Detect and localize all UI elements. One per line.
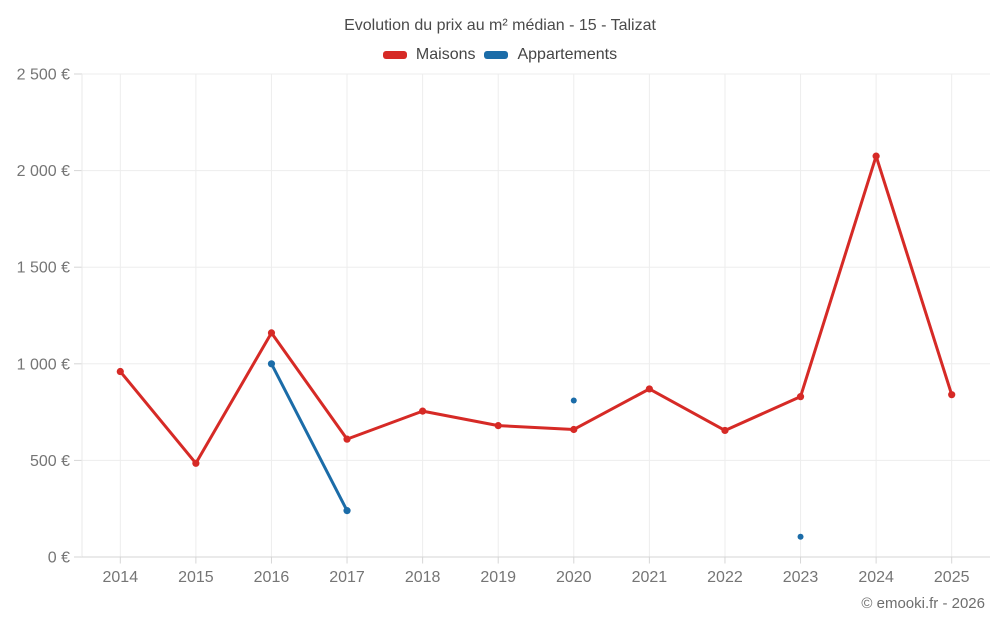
chart-title: Evolution du prix au m² médian - 15 - Ta…: [344, 17, 656, 34]
y-axis-label-2000: 2 000 €: [17, 163, 70, 180]
x-axis-label-2023: 2023: [783, 569, 819, 586]
x-axis-label-2015: 2015: [178, 569, 214, 586]
data-point-maisons-2024[interactable]: [872, 152, 880, 160]
data-point-maisons-2021[interactable]: [645, 385, 653, 393]
line-segment-maisons-2023: [799, 154, 878, 399]
y-axis-label-500: 500 €: [30, 453, 70, 470]
data-point-maisons-2022[interactable]: [721, 426, 729, 435]
legend-item-appartements[interactable]: Appartements: [484, 46, 617, 64]
line-segment-maisons-2021: [647, 387, 727, 432]
y-axis-label-1500: 1 500 €: [17, 260, 70, 277]
legend-label-maisons: Maisons: [415, 46, 476, 63]
line-segment-maisons-2016: [269, 331, 349, 441]
data-point-appartements-2023[interactable]: [797, 533, 804, 540]
x-axis-label-2014: 2014: [103, 569, 139, 586]
legend-item-maisons[interactable]: Maisons: [382, 46, 476, 64]
data-point-maisons-2018[interactable]: [419, 407, 427, 415]
x-axis-label-2017: 2017: [329, 569, 365, 586]
y-axis-label-0: 0 €: [48, 550, 70, 567]
x-axis-label-2018: 2018: [405, 569, 441, 586]
data-point-appartements-2017[interactable]: [343, 507, 351, 515]
x-axis-label-2016: 2016: [254, 569, 290, 586]
line-segment-appartements-2016: [269, 362, 349, 513]
line-segment-maisons-2024: [874, 154, 954, 397]
data-point-appartements-2020[interactable]: [570, 397, 577, 404]
x-axis-label-2020: 2020: [556, 569, 592, 586]
line-segment-maisons-2019: [496, 424, 576, 431]
data-point-maisons-2019[interactable]: [494, 422, 502, 430]
data-point-maisons-2025[interactable]: [948, 391, 956, 399]
line-segment-maisons-2018: [421, 409, 500, 428]
data-point-appartements-2016[interactable]: [267, 360, 276, 368]
line-segment-maisons-2017: [345, 409, 425, 441]
y-axis-label-1000: 1 000 €: [17, 356, 70, 373]
data-point-maisons-2015[interactable]: [192, 459, 200, 467]
chart-legend: Maisons Appartements: [0, 46, 1000, 64]
legend-swatch-maisons-icon: [382, 51, 407, 59]
y-axis-label-2500: 2 500 €: [17, 67, 70, 84]
x-axis-label-2024: 2024: [858, 569, 894, 586]
data-point-maisons-2017[interactable]: [343, 435, 351, 443]
line-segment-maisons-2015: [194, 331, 273, 465]
line-segment-maisons-2020: [572, 387, 651, 431]
data-point-maisons-2023[interactable]: [796, 393, 805, 401]
data-point-maisons-2016[interactable]: [267, 329, 276, 337]
x-axis-label-2019: 2019: [480, 569, 516, 586]
copyright-footer: © emooki.fr - 2026: [861, 595, 985, 612]
x-axis-label-2021: 2021: [632, 569, 668, 586]
line-segment-maisons-2022: [723, 395, 803, 432]
data-point-maisons-2020[interactable]: [570, 425, 578, 434]
x-axis-label-2025: 2025: [934, 569, 970, 586]
legend-swatch-appartements-icon: [484, 51, 509, 59]
legend-label-appartements: Appartements: [517, 46, 618, 63]
x-axis-label-2022: 2022: [707, 569, 743, 586]
data-point-maisons-2014[interactable]: [116, 367, 124, 376]
line-segment-maisons-2014: [118, 370, 198, 465]
